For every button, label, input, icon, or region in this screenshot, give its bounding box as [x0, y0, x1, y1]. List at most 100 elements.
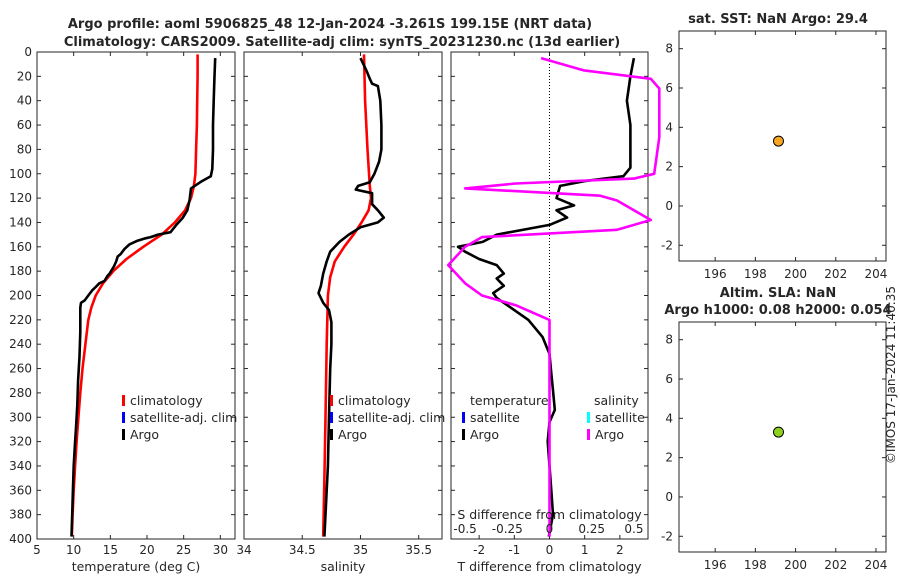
diff-secondary-xtick-label: -0.5 — [453, 522, 476, 536]
temp-ytick-label: 280 — [9, 386, 32, 400]
temp-ytick-label: 80 — [17, 142, 32, 156]
temp-climatology-line — [70, 54, 199, 537]
sst-xtick-label: 200 — [784, 267, 807, 281]
temp-ytick-label: 180 — [9, 264, 32, 278]
temp-ytick-label: 240 — [9, 337, 32, 351]
temp-axes-box — [36, 51, 236, 540]
sal-xtick-label: 35 — [353, 543, 368, 557]
temp-ytick-label: 380 — [9, 508, 32, 522]
sst-title: sat. SST: NaN Argo: 29.4 — [688, 12, 868, 27]
diff-legend-t-argo-label: Argo — [470, 427, 499, 442]
imos-watermark: ©IMOS 17-Jan-2024 11:40:35 — [884, 286, 898, 464]
sst-axes-box — [678, 30, 887, 262]
sla-xtick-label: 200 — [784, 558, 807, 572]
temp-xlabel: temperature (deg C) — [72, 559, 201, 574]
sla-ytick-label: 6 — [665, 372, 673, 386]
sal-xlabel: salinity — [321, 559, 366, 574]
diff-legend-title-salinity: salinity — [594, 393, 639, 408]
diff-temperature-argo-line — [456, 57, 636, 537]
sst-xtick-label: 202 — [824, 267, 847, 281]
diff-legend-s-satellite-swatch — [587, 412, 590, 423]
sst-ytick-label: 8 — [665, 42, 673, 56]
sst-panel: 196 198 200 202 204 -2 0 2 4 6 8 — [661, 30, 887, 281]
sla-xtick-label: 204 — [864, 558, 887, 572]
difference-panel: -2 -1 0 1 2 T difference from climatology S di… — [446, 51, 661, 574]
temp-xtick-label: 10 — [66, 543, 81, 557]
temp-ytick-label: 400 — [9, 532, 32, 546]
diff-secondary-xtick-label: 0.5 — [624, 522, 643, 536]
title-line-2: Climatology: CARS2009. Satellite-adj cli… — [64, 35, 620, 50]
sla-title-line-1: Altim. SLA: NaN — [720, 286, 836, 301]
temp-xtick-label: 20 — [139, 543, 154, 557]
temp-xtick-label: 5 — [33, 543, 41, 557]
temp-ytick-label: 100 — [9, 167, 32, 181]
temp-ytick-label: 0 — [24, 45, 32, 59]
temp-ytick-label: 360 — [9, 483, 32, 497]
sla-ytick-label: 2 — [665, 451, 673, 465]
sla-xtick-label: 196 — [704, 558, 727, 572]
sla-point — [772, 426, 784, 438]
temp-ytick-label: 320 — [9, 435, 32, 449]
sla-panel: 196 198 200 202 204 -2 0 2 4 6 8 — [661, 321, 887, 572]
diff-secondary-xtick-label: -0.25 — [492, 522, 523, 536]
diff-legend-s-satellite-label: satellite — [595, 410, 645, 425]
diff-xlabel: T difference from climatology — [456, 559, 642, 574]
diff-legend-s-argo-swatch — [587, 429, 590, 440]
sst-ytick-label: -2 — [661, 238, 673, 252]
temp-ytick-label: 20 — [17, 69, 32, 83]
sst-ytick-label: 0 — [665, 199, 673, 213]
sla-ytick-label: 0 — [665, 490, 673, 504]
temp-ytick-label: 300 — [9, 410, 32, 424]
salinity-panel: 34 34.5 35 35.5 salinity climatology satellite… — [236, 51, 445, 574]
sal-legend-climatology-label: climatology — [338, 393, 411, 408]
sla-ytick-label: 8 — [665, 333, 673, 347]
temperature-panel: 5 10 15 20 25 3002040608010012014016018020022… — [9, 45, 237, 574]
sst-xtick-label: 198 — [744, 267, 767, 281]
sst-xtick-label: 196 — [704, 267, 727, 281]
diff-legend-t-satellite-label: satellite — [470, 410, 520, 425]
sal-climatology-line — [321, 54, 373, 537]
sal-legend-argo-swatch — [330, 429, 333, 440]
sla-xtick-label: 202 — [824, 558, 847, 572]
sal-axes-box — [243, 51, 443, 540]
temp-ytick-label: 140 — [9, 215, 32, 229]
diff-secondary-xtick-label: 0.25 — [578, 522, 605, 536]
sal-legend-satellite-adj-label: satellite-adj. clim — [338, 410, 445, 425]
temp-ytick-label: 120 — [9, 191, 32, 205]
sla-ytick-label: -2 — [661, 529, 673, 543]
sla-title-line-2: Argo h1000: 0.08 h2000: 0.054 — [664, 303, 891, 318]
temp-ytick-label: 340 — [9, 459, 32, 473]
sal-legend-satellite-adj-swatch — [330, 412, 333, 423]
diff-xtick-label: -1 — [508, 543, 520, 557]
diff-xtick-label: -2 — [473, 543, 485, 557]
sal-xtick-label: 35.5 — [405, 543, 432, 557]
temp-ytick-label: 220 — [9, 313, 32, 327]
diff-secondary-xtick-label: 0 — [546, 522, 554, 536]
temp-ytick-label: 40 — [17, 94, 32, 108]
diff-xtick-label: 2 — [616, 543, 624, 557]
temp-legend-climatology-swatch — [122, 395, 125, 406]
title-line-1: Argo profile: aoml 5906825_48 12-Jan-202… — [68, 17, 592, 32]
temp-xtick-label: 15 — [103, 543, 118, 557]
temp-legend-argo-swatch — [122, 429, 125, 440]
temp-ytick-label: 200 — [9, 289, 32, 303]
temp-legend-climatology-label: climatology — [130, 393, 203, 408]
temp-legend-satellite-adj-swatch — [122, 412, 125, 423]
temp-xtick-label: 30 — [213, 543, 228, 557]
temp-legend-satellite-adj-label: satellite-adj. clim — [130, 410, 237, 425]
temp-ytick-label: 260 — [9, 362, 32, 376]
temp-ytick-label: 160 — [9, 240, 32, 254]
sst-point — [772, 135, 784, 147]
sal-legend-climatology-swatch — [330, 395, 333, 406]
diff-salinity-argo-line — [446, 56, 661, 537]
diff-legend-t-satellite-swatch — [462, 412, 465, 423]
sla-ytick-label: 4 — [665, 411, 673, 425]
temp-argo-line — [70, 58, 217, 537]
sal-xtick-label: 34 — [236, 543, 251, 557]
sst-ytick-label: 4 — [665, 120, 673, 134]
sst-ytick-label: 2 — [665, 160, 673, 174]
diff-secondary-xlabel: S difference from climatology — [457, 507, 642, 522]
sal-legend-argo-label: Argo — [338, 427, 367, 442]
diff-legend-title-temperature: temperature — [470, 393, 549, 408]
